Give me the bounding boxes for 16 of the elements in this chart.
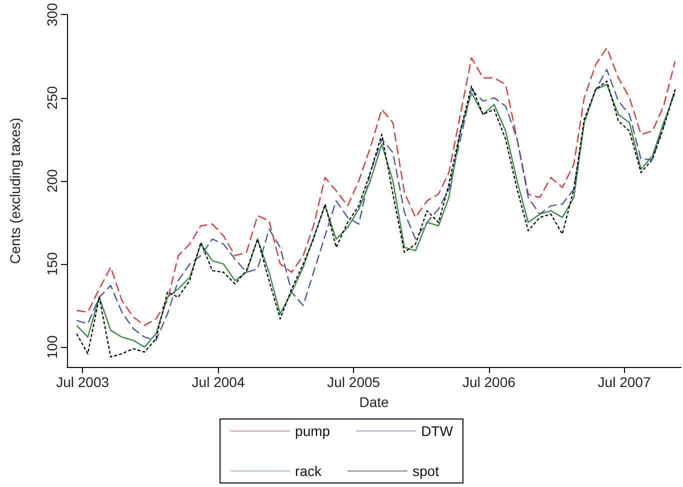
legend-label: spot [412,463,440,479]
x-tick-label: Jul 2006 [462,374,516,390]
x-tick-label: Jul 2007 [598,374,651,390]
y-axis-title: Cents (excluding taxes) [7,118,23,264]
x-tick-label: Jul 2003 [56,374,110,390]
legend-label: pump [295,423,330,439]
legend-label: rack [295,463,322,479]
x-tick-label: Jul 2005 [327,374,380,390]
legend-label: DTW [421,423,454,439]
y-tick-label: 200 [44,168,60,193]
y-tick-label: 300 [44,2,60,26]
y-tick-label: 250 [44,86,60,110]
y-tick-label: 100 [44,335,60,359]
y-tick-label: 150 [44,252,60,276]
x-axis-title: Date [359,394,389,410]
x-tick-label: Jul 2004 [192,374,245,390]
